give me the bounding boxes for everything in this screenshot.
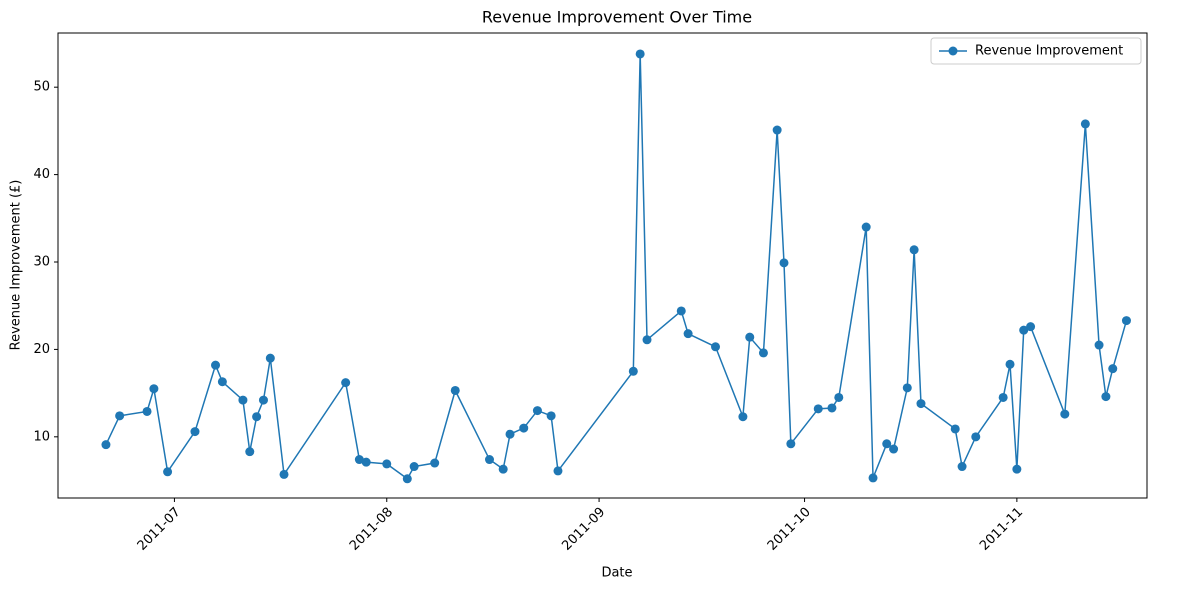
marker bbox=[409, 462, 419, 472]
marker bbox=[450, 385, 460, 395]
marker bbox=[635, 49, 645, 59]
marker bbox=[738, 412, 748, 422]
marker bbox=[683, 329, 693, 339]
y-tick-label: 10 bbox=[33, 429, 50, 444]
x-tick-label: 2011-08 bbox=[347, 505, 396, 554]
marker bbox=[1121, 316, 1131, 326]
legend-marker bbox=[948, 46, 958, 56]
marker bbox=[546, 411, 556, 421]
marker bbox=[354, 455, 364, 465]
y-tick-label: 30 bbox=[33, 255, 50, 270]
marker bbox=[252, 412, 262, 422]
marker bbox=[889, 444, 899, 454]
marker bbox=[861, 222, 871, 232]
marker bbox=[190, 427, 200, 437]
marker bbox=[1026, 322, 1036, 332]
marker bbox=[532, 406, 542, 416]
marker bbox=[902, 383, 912, 393]
marker bbox=[676, 306, 686, 316]
y-tick-label: 50 bbox=[33, 80, 50, 95]
marker bbox=[163, 467, 173, 477]
marker bbox=[101, 440, 111, 450]
marker bbox=[868, 473, 878, 483]
marker bbox=[519, 423, 529, 433]
marker bbox=[149, 384, 159, 394]
marker bbox=[341, 378, 351, 388]
marker bbox=[711, 342, 721, 352]
marker bbox=[505, 429, 515, 439]
legend-label: Revenue Improvement bbox=[975, 44, 1123, 59]
marker bbox=[916, 399, 926, 409]
marker bbox=[217, 377, 227, 387]
x-axis-label: Date bbox=[601, 566, 632, 581]
marker bbox=[758, 348, 768, 358]
marker bbox=[402, 474, 412, 484]
marker bbox=[382, 459, 392, 469]
x-tick-label: 2011-09 bbox=[559, 505, 608, 554]
marker bbox=[827, 403, 837, 413]
marker bbox=[1012, 464, 1022, 474]
marker bbox=[971, 432, 981, 442]
marker bbox=[211, 360, 221, 370]
marker bbox=[115, 411, 125, 421]
marker bbox=[279, 469, 289, 479]
marker bbox=[950, 424, 960, 434]
x-tick-label: 2011-11 bbox=[977, 505, 1026, 554]
marker bbox=[245, 447, 255, 457]
chart-title: Revenue Improvement Over Time bbox=[482, 8, 752, 27]
marker bbox=[430, 458, 440, 468]
marker bbox=[834, 392, 844, 402]
marker bbox=[1080, 119, 1090, 129]
x-tick-label: 2011-10 bbox=[765, 505, 814, 554]
marker bbox=[1101, 392, 1111, 402]
marker bbox=[1108, 364, 1118, 374]
y-axis-label: Revenue Improvement (£) bbox=[9, 180, 24, 351]
marker bbox=[909, 245, 919, 255]
marker bbox=[265, 353, 275, 363]
marker bbox=[553, 466, 563, 476]
marker bbox=[786, 439, 796, 449]
marker bbox=[484, 455, 494, 465]
marker bbox=[142, 406, 152, 416]
y-tick-label: 40 bbox=[33, 167, 50, 182]
marker bbox=[957, 462, 967, 472]
marker bbox=[745, 332, 755, 342]
marker bbox=[772, 125, 782, 135]
marker bbox=[498, 464, 508, 474]
marker bbox=[779, 258, 789, 268]
marker bbox=[642, 335, 652, 345]
marker bbox=[813, 404, 823, 414]
marker bbox=[998, 392, 1008, 402]
marker bbox=[628, 366, 638, 376]
x-tick-label: 2011-07 bbox=[135, 505, 184, 554]
marker bbox=[1094, 340, 1104, 350]
legend-box bbox=[930, 37, 1142, 65]
marker bbox=[238, 395, 248, 405]
marker bbox=[361, 457, 371, 467]
plot-frame bbox=[57, 32, 1148, 499]
marker bbox=[882, 439, 892, 449]
marker bbox=[1005, 359, 1015, 369]
marker bbox=[1060, 409, 1070, 419]
y-tick-label: 20 bbox=[33, 342, 50, 357]
marker bbox=[1019, 325, 1029, 335]
marker bbox=[258, 395, 268, 405]
